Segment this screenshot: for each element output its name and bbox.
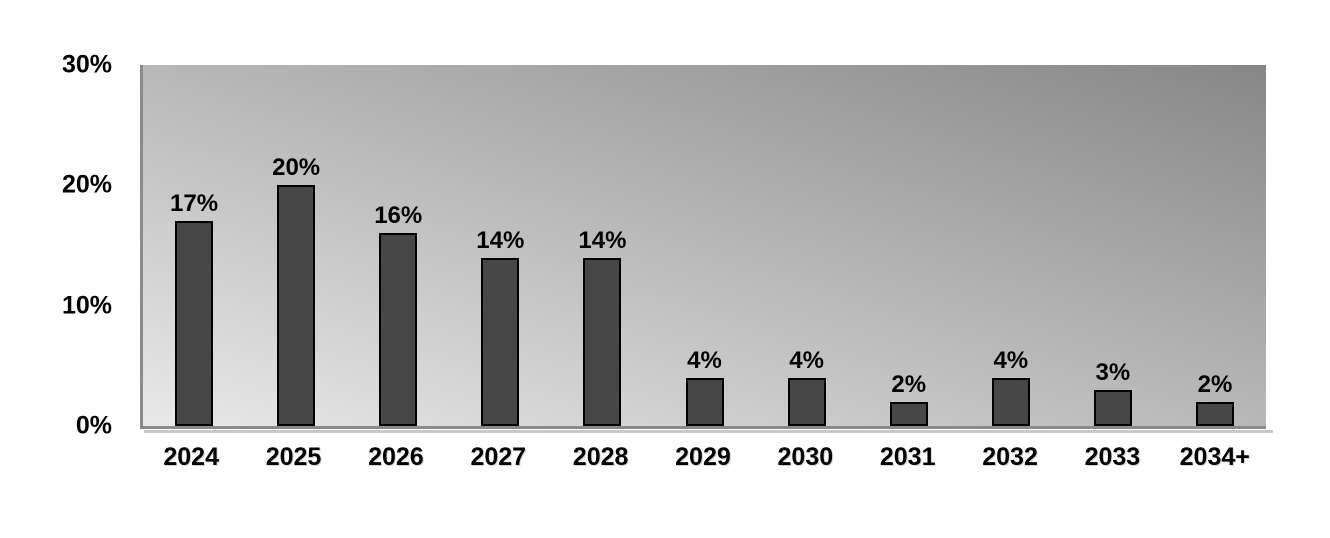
bar-value-label: 2% — [891, 370, 927, 398]
bar-value-label: 2% — [1197, 370, 1233, 398]
bar-value-label: 4% — [993, 346, 1029, 374]
chart-band: 17% — [143, 65, 245, 426]
bar — [379, 233, 418, 426]
x-tick-label: 2024 — [163, 443, 219, 471]
chart-band: 4% — [960, 65, 1062, 426]
bar — [277, 185, 316, 426]
chart-band: 14% — [449, 65, 551, 426]
bar — [991, 377, 1030, 426]
x-tick-label: 2028 — [572, 443, 629, 471]
bar-value-label: 14% — [476, 226, 525, 254]
bar-value-label: 17% — [170, 190, 219, 218]
bar-value-label: 20% — [272, 154, 321, 182]
bar — [583, 257, 622, 426]
bar — [889, 401, 928, 426]
bar-value-label: 14% — [578, 226, 627, 254]
bar-value-label: 16% — [374, 202, 423, 230]
x-tick-label: 2031 — [879, 443, 936, 471]
x-tick-label: 2026 — [368, 443, 424, 471]
bar — [1195, 401, 1234, 426]
chart-band: 2% — [1164, 65, 1266, 426]
chart-band: 16% — [347, 65, 449, 426]
bar-value-label: 3% — [1095, 358, 1131, 386]
bar — [787, 377, 826, 426]
x-tick-label: 2029 — [675, 443, 731, 471]
x-tick-label: 2034+ — [1179, 443, 1250, 471]
x-tick-label: 2027 — [470, 443, 527, 471]
chart-band: 4% — [756, 65, 858, 426]
y-tick-label: 30% — [61, 50, 112, 79]
bar — [685, 377, 724, 426]
x-tick-label: 2032 — [982, 443, 1038, 471]
chart-band: 14% — [551, 65, 653, 426]
x-axis: 2024 2025 2026 2027 2028 2029 2030 2031 2032 2033… — [140, 443, 1266, 475]
bar — [481, 257, 520, 426]
chart-band: 3% — [1062, 65, 1164, 426]
chart-band: 4% — [653, 65, 755, 426]
bar — [1093, 389, 1132, 426]
bar-value-label: 4% — [789, 346, 824, 374]
chart-band: 2% — [858, 65, 960, 426]
y-tick-label: 0% — [75, 411, 112, 440]
x-tick-label: 2025 — [265, 443, 322, 471]
plot-area: 17% 20% 16% 14% 14% 4% 4% 2% 4% 3% 2% — [140, 65, 1273, 433]
y-axis: 30% 20% 10% 0% — [0, 51, 112, 440]
chart-band: 20% — [245, 65, 347, 426]
bar — [175, 221, 214, 426]
bar-value-label: 4% — [687, 346, 722, 374]
y-tick-label: 10% — [61, 291, 112, 320]
bar-series: 17% 20% 16% 14% 14% 4% 4% 2% 4% 3% 2% — [143, 65, 1266, 426]
y-tick-label: 20% — [61, 170, 112, 199]
x-tick-label: 2033 — [1084, 443, 1141, 471]
x-tick-label: 2030 — [777, 443, 834, 471]
